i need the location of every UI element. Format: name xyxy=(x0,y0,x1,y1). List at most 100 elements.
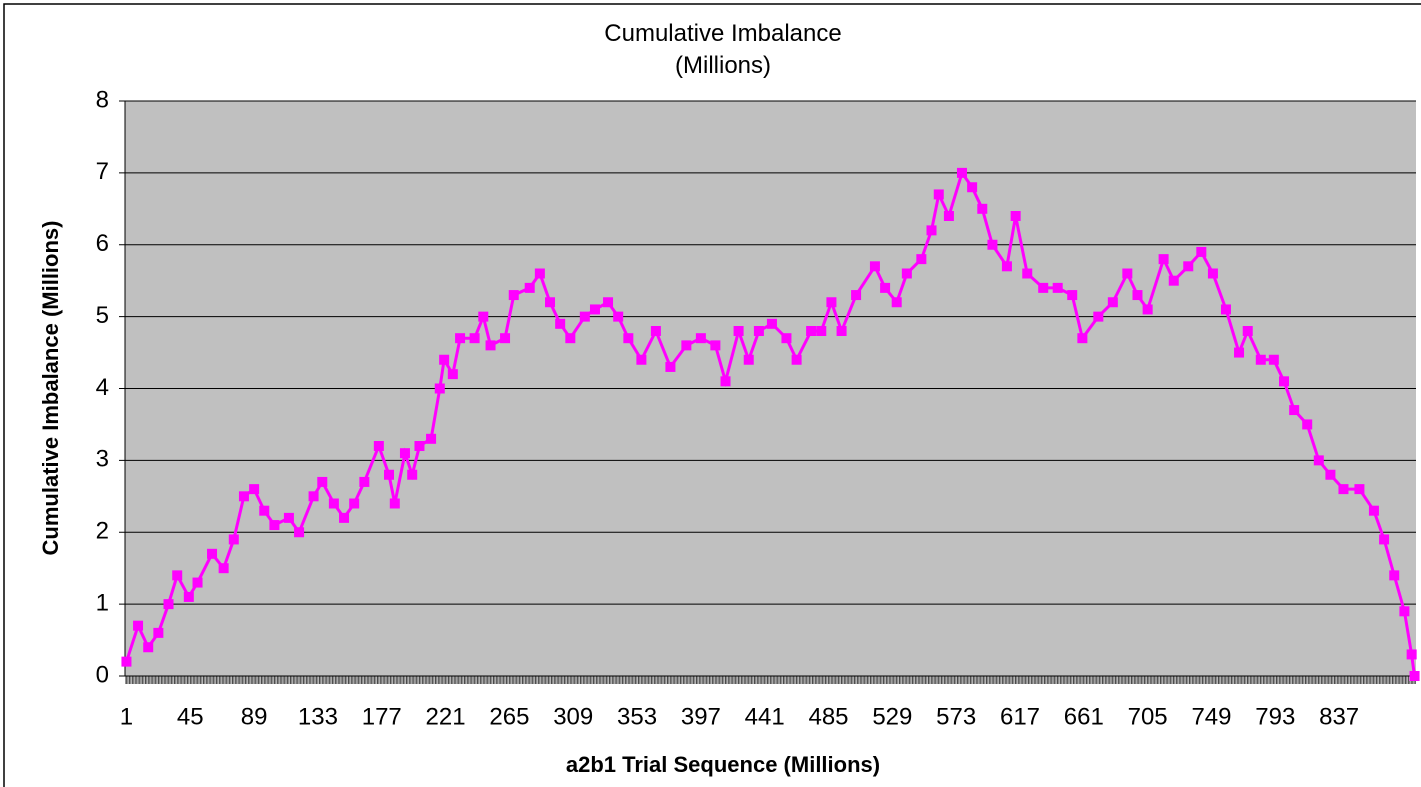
data-marker xyxy=(926,225,937,236)
data-marker xyxy=(308,491,319,502)
data-marker xyxy=(967,182,978,193)
y-tick-label: 0 xyxy=(96,661,109,688)
y-tick-label: 6 xyxy=(96,230,109,257)
data-marker xyxy=(384,469,395,480)
data-marker xyxy=(1399,606,1410,617)
x-tick-label: 221 xyxy=(426,703,466,730)
data-marker xyxy=(565,333,576,344)
data-marker xyxy=(695,333,706,344)
data-marker xyxy=(399,448,410,459)
data-marker xyxy=(1142,304,1153,315)
y-tick-label: 3 xyxy=(96,446,109,473)
data-marker xyxy=(710,340,721,351)
data-marker xyxy=(439,354,450,365)
data-marker xyxy=(359,476,370,487)
data-marker xyxy=(1409,671,1420,681)
data-marker xyxy=(826,297,837,308)
data-marker xyxy=(806,326,817,336)
data-marker xyxy=(816,326,827,336)
y-tick-label: 1 xyxy=(96,589,109,616)
data-marker xyxy=(836,326,847,336)
x-tick-label: 1 xyxy=(120,703,133,730)
data-marker xyxy=(1038,282,1049,293)
data-marker xyxy=(977,203,988,214)
x-tick-label: 485 xyxy=(808,703,848,730)
data-marker xyxy=(743,354,754,365)
x-tick-label: 661 xyxy=(1064,703,1104,730)
data-marker xyxy=(328,498,339,509)
x-tick-label: 529 xyxy=(872,703,912,730)
data-marker xyxy=(1368,505,1379,516)
data-marker xyxy=(373,441,384,451)
data-marker xyxy=(613,311,624,322)
data-marker xyxy=(766,318,777,329)
data-marker xyxy=(1255,354,1266,365)
data-marker xyxy=(1406,649,1417,660)
data-marker xyxy=(623,333,634,344)
data-marker xyxy=(1313,455,1324,466)
data-marker xyxy=(172,570,183,581)
x-tick-label: 617 xyxy=(1000,703,1040,730)
data-marker xyxy=(791,354,802,365)
data-marker xyxy=(414,441,425,451)
data-marker xyxy=(249,484,260,495)
data-marker xyxy=(650,326,661,336)
data-marker xyxy=(534,268,545,279)
data-marker xyxy=(916,254,927,265)
data-marker xyxy=(1077,333,1088,344)
data-marker xyxy=(1183,261,1194,272)
x-axis-title: a2b1 Trial Sequence (Millions) xyxy=(566,752,880,777)
data-marker xyxy=(1196,246,1207,257)
y-tick-label: 5 xyxy=(96,302,109,329)
y-axis-title: Cumulative Imbalance (Millions) xyxy=(38,221,63,556)
data-marker xyxy=(1242,326,1253,336)
x-tick-label: 45 xyxy=(177,703,204,730)
x-tick-label: 265 xyxy=(489,703,529,730)
data-marker xyxy=(259,505,270,516)
data-marker xyxy=(121,656,132,667)
data-marker xyxy=(579,311,590,322)
x-tick-label: 705 xyxy=(1128,703,1168,730)
x-axis-minor-ticks xyxy=(125,676,1416,684)
data-marker xyxy=(545,297,556,308)
x-tick-label: 837 xyxy=(1319,703,1359,730)
data-marker xyxy=(192,577,203,588)
y-tick-label: 2 xyxy=(96,518,109,545)
data-marker xyxy=(1107,297,1118,308)
y-tick-label: 8 xyxy=(96,86,109,113)
data-marker xyxy=(1268,354,1279,365)
x-tick-label: 749 xyxy=(1191,703,1231,730)
data-marker xyxy=(1052,282,1063,293)
data-marker xyxy=(1234,347,1245,358)
x-tick-label: 441 xyxy=(745,703,785,730)
data-marker xyxy=(478,311,489,322)
x-tick-label: 353 xyxy=(617,703,657,730)
data-marker xyxy=(469,333,480,344)
data-marker xyxy=(1067,290,1078,301)
data-marker xyxy=(901,268,912,279)
data-marker xyxy=(207,548,218,559)
data-marker xyxy=(1302,419,1313,430)
x-tick-label: 309 xyxy=(553,703,593,730)
data-marker xyxy=(665,361,676,372)
data-marker xyxy=(555,318,566,329)
data-marker xyxy=(1278,376,1289,387)
data-marker xyxy=(943,211,954,221)
x-tick-label: 793 xyxy=(1255,703,1295,730)
y-tick-label: 4 xyxy=(96,374,109,401)
data-marker xyxy=(500,333,511,344)
x-tick-label: 133 xyxy=(298,703,338,730)
data-marker xyxy=(589,304,600,315)
data-marker xyxy=(1325,469,1336,480)
data-marker xyxy=(1022,268,1033,279)
data-marker xyxy=(891,297,902,308)
data-marker xyxy=(447,369,458,380)
data-marker xyxy=(163,599,174,610)
data-marker xyxy=(869,261,880,272)
data-marker xyxy=(851,290,862,301)
data-marker xyxy=(389,498,400,509)
y-tick-label: 7 xyxy=(96,158,109,185)
data-marker xyxy=(294,527,305,538)
data-marker xyxy=(1122,268,1133,279)
